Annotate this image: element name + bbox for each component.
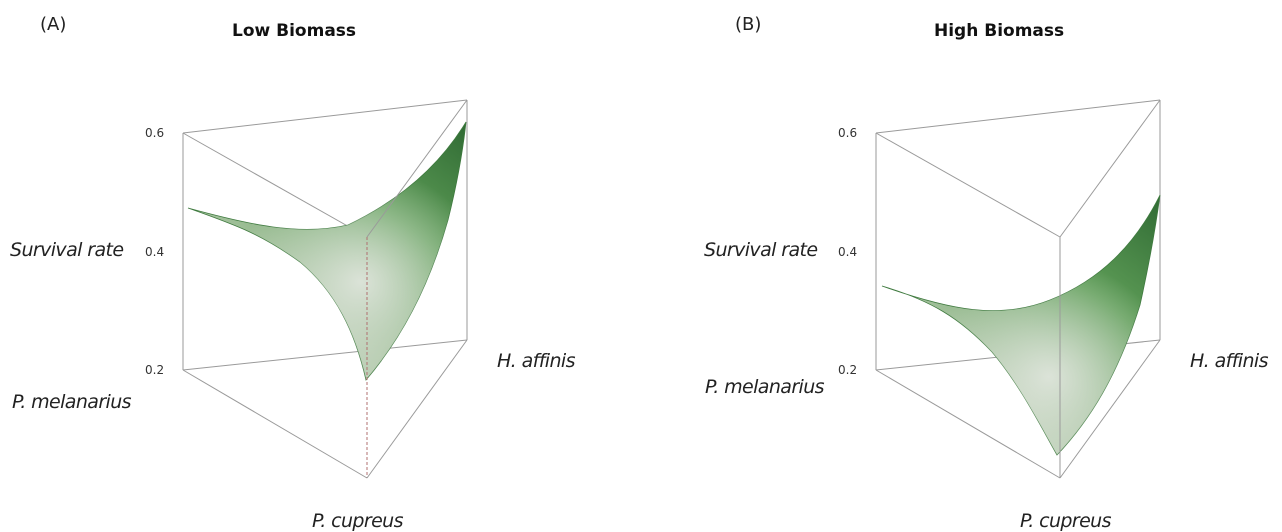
- panel-b-frame-bottom-right: [1059, 339, 1161, 479]
- panel-a-ztick-2: 0.2: [145, 363, 164, 377]
- panel-b-axis-front: P. cupreus: [1020, 510, 1112, 532]
- panel-a-surface: [187, 121, 467, 381]
- panel-b-frame-top-right: [1059, 99, 1161, 238]
- panel-b-letter: (B): [735, 14, 761, 35]
- panel-b-ztick-2: 0.2: [838, 363, 857, 377]
- panel-b-title: High Biomass: [934, 21, 1064, 41]
- panel-a-frame-top-right: [366, 99, 468, 238]
- panel-a-ztick-0: 0.6: [145, 126, 164, 140]
- panel-b-frame-top-left: [875, 132, 1061, 238]
- panel-b-axis-left: P. melanarius: [705, 376, 825, 398]
- panel-b-ztick-1: 0.4: [838, 245, 857, 259]
- panel-b-zlabel: Survival rate: [704, 239, 817, 261]
- panel-a-ztick-1: 0.4: [145, 245, 164, 259]
- panel-a-frame-top-back: [182, 99, 468, 134]
- panel-a-frame-back: [182, 99, 468, 371]
- panel-b-frame-top-back: [875, 99, 1161, 134]
- panel-b: (B) High Biomass 0.6 0.4 0.2 Survival ra…: [704, 14, 1269, 532]
- panel-a-letter: (A): [40, 14, 66, 35]
- panel-a-axis-front: P. cupreus: [312, 510, 404, 532]
- panel-b-axis-right: H. affinis: [1190, 350, 1269, 372]
- panel-a-axis-right: H. affinis: [497, 350, 576, 372]
- panel-b-surface-highlight: [882, 195, 1160, 455]
- panel-a-frame-top-left: [182, 132, 368, 238]
- panel-a-surface-highlight: [188, 122, 466, 380]
- panel-a-title: Low Biomass: [232, 21, 356, 41]
- panel-b-ztick-0: 0.6: [838, 126, 857, 140]
- panel-a-zlabel: Survival rate: [10, 239, 123, 261]
- panel-a-frame-bottom-left: [182, 369, 368, 479]
- panel-b-frame-front: [875, 99, 1161, 479]
- panel-a-frame-front: [182, 99, 468, 479]
- panel-a-axis-left: P. melanarius: [12, 391, 132, 413]
- panel-b-frame-bottom-left: [875, 369, 1061, 479]
- panel-a: (A) Low Biomass 0.6 0.4 0.2 Survival rat…: [10, 14, 576, 532]
- panel-a-frame-bottom-back: [182, 339, 468, 371]
- panel-a-frame-bottom-right: [366, 339, 468, 479]
- panel-b-surface: [881, 194, 1161, 456]
